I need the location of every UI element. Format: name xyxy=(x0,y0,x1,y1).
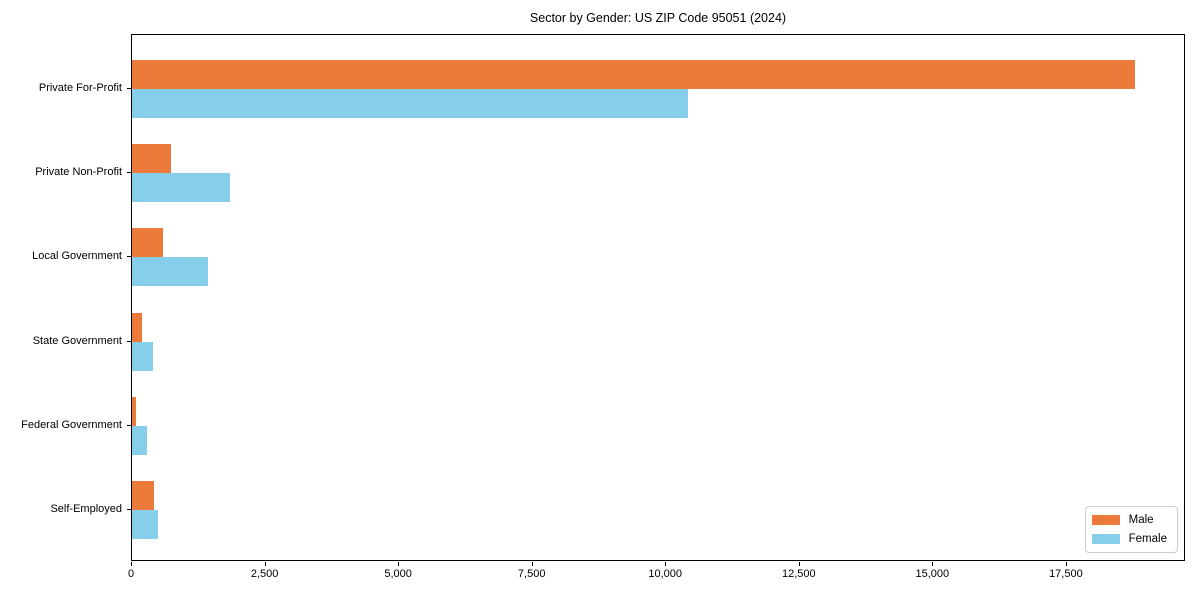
x-tick-mark xyxy=(1065,562,1067,566)
x-tick-label-5-000: 5,000 xyxy=(384,568,412,580)
x-tick-mark xyxy=(798,562,800,566)
plot-area: Male Female xyxy=(131,34,1185,561)
chart-title: Sector by Gender: US ZIP Code 95051 (202… xyxy=(529,11,787,25)
y-tick-mark xyxy=(127,256,131,258)
y-tick-mark xyxy=(127,88,131,89)
y-tick-label-state-government: State Government xyxy=(32,334,122,347)
x-tick-label-2-500: 2,500 xyxy=(250,568,279,580)
legend-item-male: Male xyxy=(1091,514,1167,526)
x-tick-label-10-000: 10,000 xyxy=(648,568,683,580)
bar-male-private-non-profit xyxy=(132,144,171,174)
bar-male-federal-government xyxy=(132,396,136,426)
y-tick-label-local-government: Local Government xyxy=(32,250,122,263)
bar-female-self-employed xyxy=(132,510,159,539)
bar-male-state-government xyxy=(132,312,142,342)
bar-female-private-for-profit xyxy=(132,89,688,118)
y-tick-label-private-for-profit: Private For-Profit xyxy=(38,82,122,94)
y-tick-mark xyxy=(127,424,131,426)
y-tick-label-self-employed: Self-Employed xyxy=(50,503,122,515)
legend: Male Female xyxy=(1084,506,1178,553)
bar-male-self-employed xyxy=(132,481,154,510)
bar-female-private-non-profit xyxy=(132,173,231,203)
x-tick-label-7-500: 7,500 xyxy=(517,568,546,580)
x-tick-label-0: 0 xyxy=(127,568,135,580)
y-tick-label-private-non-profit: Private Non-Profit xyxy=(35,166,122,179)
y-tick-label-federal-government: Federal Government xyxy=(21,418,122,431)
y-tick-mark xyxy=(127,509,131,510)
x-tick-mark xyxy=(665,562,667,566)
y-tick-mark xyxy=(127,172,131,174)
x-tick-label-15-000: 15,000 xyxy=(915,568,950,580)
x-tick-mark xyxy=(131,562,132,566)
x-tick-label-12-500: 12,500 xyxy=(781,568,816,580)
legend-label-male: Male xyxy=(1128,514,1154,526)
bar-male-local-government xyxy=(132,228,163,258)
x-tick-label-17-500: 17,500 xyxy=(1049,568,1083,580)
bar-female-local-government xyxy=(132,257,209,287)
bar-female-state-government xyxy=(132,341,153,371)
bar-male-private-for-profit xyxy=(132,60,1136,89)
legend-item-female: Female xyxy=(1091,533,1167,545)
x-tick-mark xyxy=(398,562,400,566)
male-series-swatch xyxy=(1091,515,1120,525)
x-tick-mark xyxy=(932,562,934,566)
x-tick-mark xyxy=(531,562,533,566)
x-tick-mark xyxy=(264,562,266,566)
legend-label-female: Female xyxy=(1128,533,1167,545)
y-tick-mark xyxy=(127,340,131,342)
female-series-swatch xyxy=(1091,534,1120,544)
bar-female-federal-government xyxy=(132,425,147,455)
